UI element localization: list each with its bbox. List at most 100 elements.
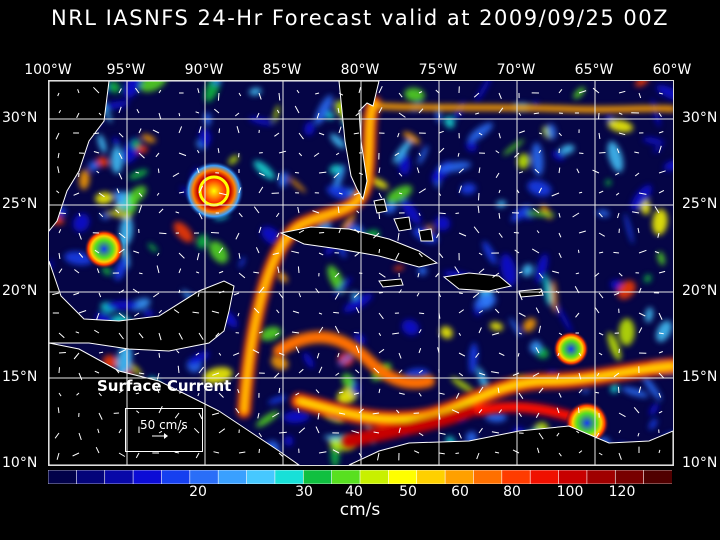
current-vector bbox=[178, 426, 185, 434]
current-vector bbox=[418, 91, 423, 94]
current-vector bbox=[318, 252, 324, 256]
current-vector bbox=[118, 152, 123, 160]
current-vector bbox=[476, 452, 480, 460]
current-vector bbox=[156, 265, 160, 274]
current-vector bbox=[634, 151, 640, 154]
current-vector bbox=[238, 451, 246, 454]
speed-patch bbox=[100, 213, 109, 220]
current-vector bbox=[338, 229, 341, 234]
current-vector bbox=[392, 332, 400, 335]
current-vector bbox=[533, 112, 540, 115]
current-vector bbox=[473, 226, 480, 234]
current-vector bbox=[558, 232, 562, 238]
current-vector bbox=[277, 266, 280, 274]
speed-patch bbox=[283, 410, 310, 424]
current-vector bbox=[576, 430, 580, 434]
current-vector bbox=[618, 132, 626, 136]
current-vector bbox=[558, 332, 563, 336]
current-vector bbox=[478, 268, 485, 274]
caribbean-eddy bbox=[553, 331, 589, 367]
western-gulf-eddy bbox=[84, 229, 124, 269]
speed-patch bbox=[238, 256, 246, 269]
current-vector bbox=[518, 171, 524, 174]
current-vector bbox=[338, 391, 344, 394]
current-vector bbox=[98, 192, 105, 198]
current-vector bbox=[377, 452, 380, 461]
current-vector bbox=[275, 212, 280, 218]
speed-patch bbox=[79, 169, 90, 190]
current-vector bbox=[138, 372, 145, 375]
colorbar-swatch bbox=[416, 470, 446, 484]
current-vector bbox=[438, 192, 442, 196]
current-vector bbox=[518, 312, 526, 317]
current-vector bbox=[276, 232, 280, 238]
current-vector bbox=[55, 132, 60, 140]
current-vector bbox=[491, 332, 500, 336]
current-vector bbox=[436, 232, 440, 239]
current-vector bbox=[155, 152, 160, 158]
speed-patch bbox=[535, 253, 549, 284]
speed-patch bbox=[653, 145, 662, 153]
speed-patch bbox=[114, 257, 128, 281]
current-vector bbox=[174, 451, 180, 454]
current-vector bbox=[196, 271, 200, 274]
current-vector bbox=[478, 386, 484, 394]
current-vector bbox=[118, 312, 126, 319]
map-title: NRL IASNFS 24-Hr Forecast valid at 2009/… bbox=[51, 6, 669, 30]
current-vector bbox=[613, 292, 620, 296]
lat-label-15n-right: 15°N bbox=[682, 369, 718, 385]
speed-patch bbox=[404, 87, 425, 102]
speed-patch bbox=[228, 155, 239, 165]
current-vector bbox=[538, 272, 544, 279]
current-vector bbox=[598, 292, 604, 299]
speed-patch bbox=[112, 137, 120, 146]
colorbar-label-40: 40 bbox=[345, 484, 363, 500]
current-vector bbox=[618, 412, 626, 418]
current-vector bbox=[318, 132, 325, 136]
current-vector bbox=[134, 312, 140, 317]
current-vector bbox=[318, 326, 324, 334]
current-vector bbox=[514, 152, 520, 158]
current-vector bbox=[438, 292, 442, 298]
current-vector bbox=[658, 312, 663, 320]
hispaniola-island bbox=[442, 272, 513, 292]
current-vector bbox=[298, 152, 303, 157]
current-speed-map[interactable] bbox=[48, 80, 674, 466]
colorbar-swatch bbox=[302, 470, 333, 484]
current-vector bbox=[278, 452, 284, 457]
current-vector bbox=[438, 252, 444, 259]
current-vector bbox=[398, 289, 402, 294]
current-vector bbox=[210, 232, 220, 234]
current-vector bbox=[658, 270, 666, 274]
current-vector bbox=[312, 210, 320, 214]
current-vector bbox=[193, 427, 200, 434]
current-vector bbox=[118, 332, 124, 340]
current-vector bbox=[618, 112, 623, 115]
speed-patch bbox=[467, 122, 493, 143]
speed-patch bbox=[642, 374, 662, 401]
current-vector bbox=[57, 92, 60, 97]
current-vector bbox=[298, 427, 306, 434]
current-vector bbox=[638, 192, 647, 195]
current-vector bbox=[175, 211, 180, 214]
speed-patch bbox=[596, 209, 610, 217]
speed-patch bbox=[607, 141, 624, 173]
current-vector bbox=[238, 212, 243, 218]
current-vector bbox=[634, 172, 640, 177]
speed-patch bbox=[656, 84, 673, 101]
current-vector bbox=[556, 432, 560, 437]
speed-patch bbox=[529, 340, 542, 354]
current-vector bbox=[218, 247, 224, 254]
speed-patch bbox=[329, 164, 342, 175]
current-vector bbox=[514, 249, 520, 254]
speed-patch bbox=[521, 264, 534, 277]
current-vector bbox=[78, 252, 84, 258]
current-vector bbox=[658, 332, 664, 335]
speed-patch bbox=[259, 326, 282, 341]
current-vector bbox=[98, 351, 104, 354]
current-vector bbox=[551, 192, 560, 197]
current-vector bbox=[178, 126, 183, 134]
speed-patch bbox=[96, 156, 109, 167]
current-vector bbox=[451, 409, 460, 414]
current-vector bbox=[558, 167, 561, 174]
